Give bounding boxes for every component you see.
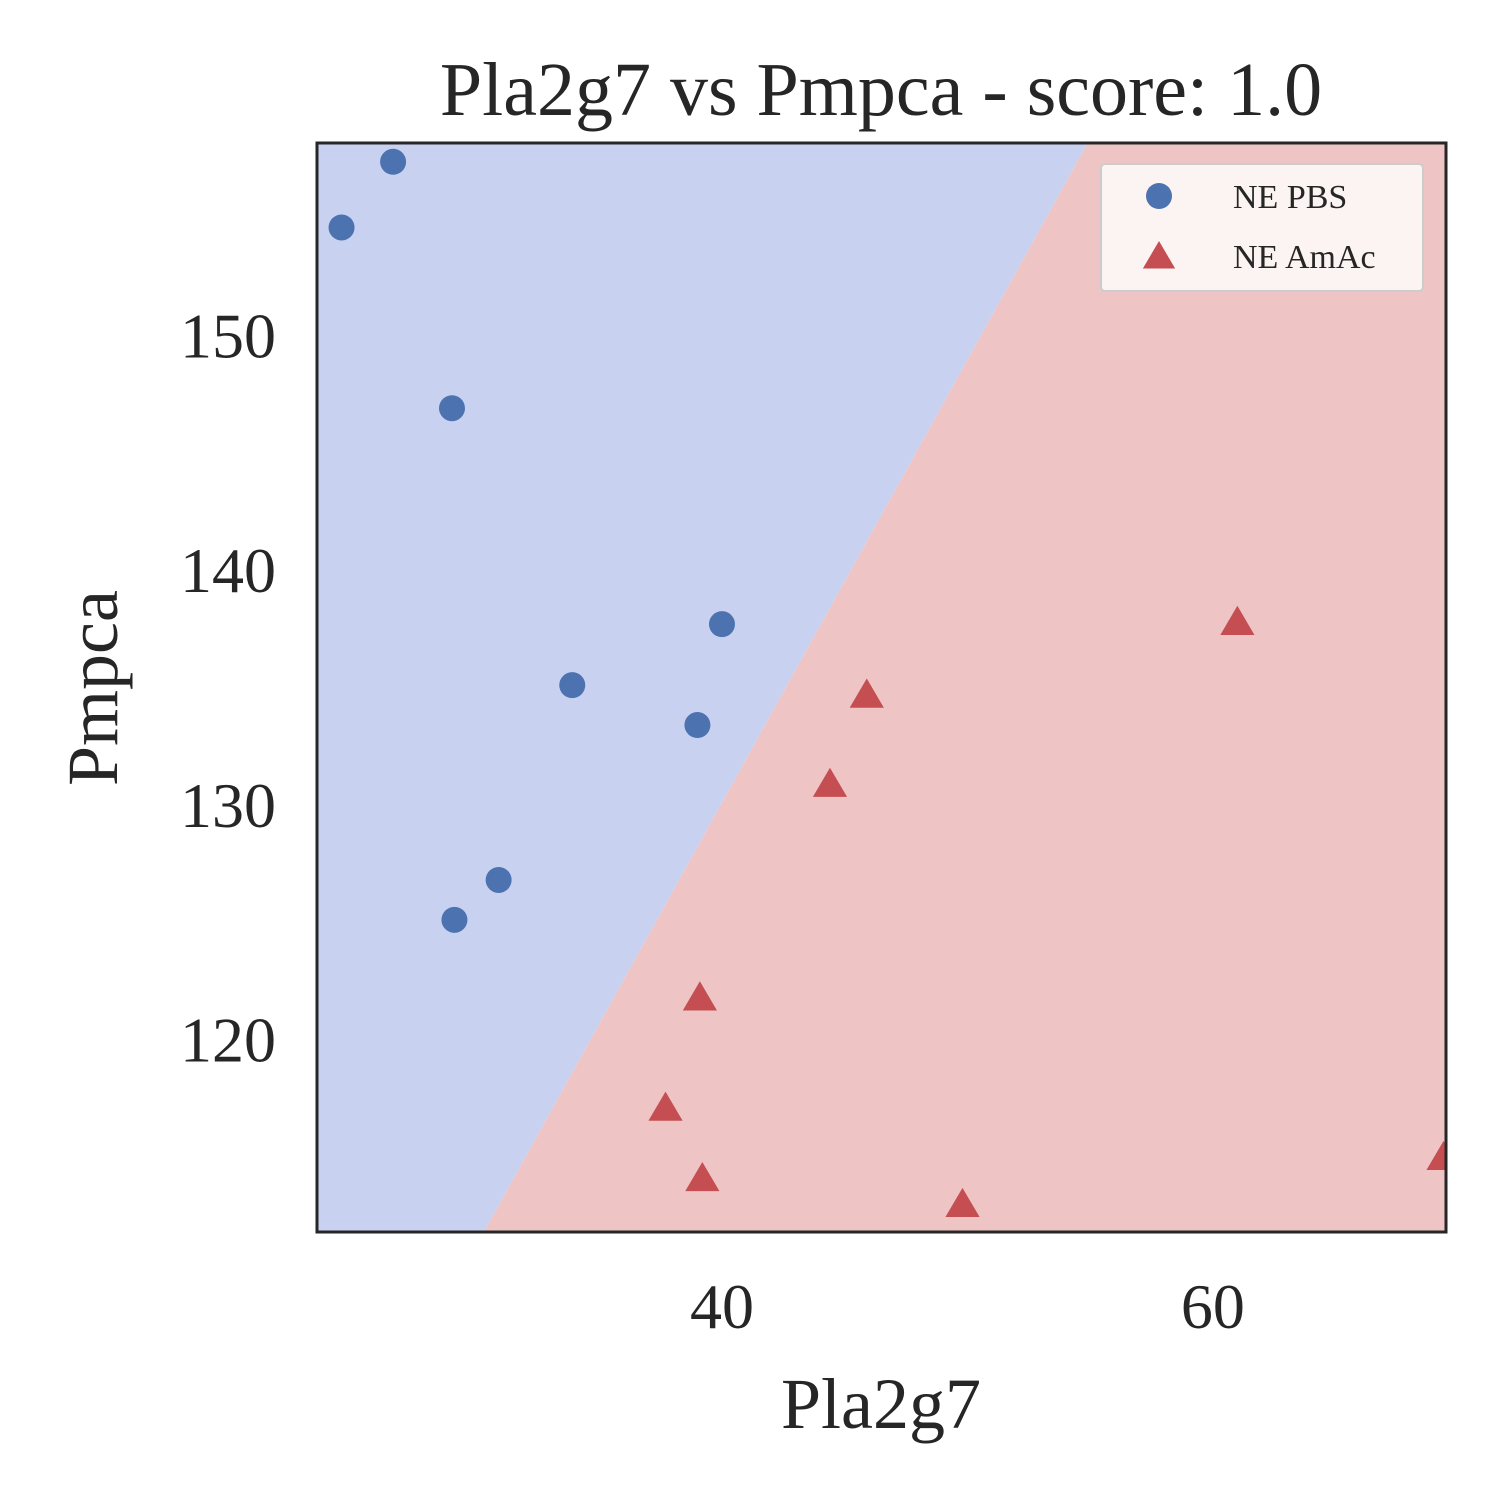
point-ne-amac (682, 981, 717, 1011)
x-tick-label: 60 (1181, 1271, 1245, 1342)
point-ne-pbs (438, 395, 465, 422)
point-ne-amac (648, 1091, 683, 1121)
legend-marker-ne-amac (1142, 241, 1176, 269)
point-ne-amac (849, 678, 884, 708)
point-ne-pbs (441, 906, 468, 933)
region-ne-amac (483, 143, 1446, 1232)
legend: NE PBS NE AmAc (1100, 163, 1424, 292)
legend-box (1100, 163, 1424, 292)
point-ne-pbs (559, 672, 586, 699)
point-ne-pbs (708, 611, 735, 638)
y-axis-label: Pmpca (53, 590, 133, 786)
legend-label: NE PBS (1233, 179, 1347, 216)
point-ne-pbs (684, 712, 711, 739)
point-ne-amac (1220, 605, 1255, 635)
point-ne-pbs (380, 148, 407, 175)
y-tick-label: 140 (180, 535, 276, 606)
point-ne-pbs (328, 214, 355, 241)
point-ne-amac (945, 1187, 980, 1217)
plot-frame (315, 141, 1448, 1234)
y-tick-label: 150 (180, 300, 276, 371)
point-ne-amac (685, 1162, 720, 1192)
point-ne-pbs (485, 866, 512, 893)
y-tick-label: 130 (180, 770, 276, 841)
chart-title: Pla2g7 vs Pmpca - score: 1.0 (440, 48, 1322, 132)
legend-label: NE AmAc (1233, 239, 1376, 276)
region-ne-pbs (317, 143, 1088, 1232)
x-tick-label: 40 (690, 1271, 754, 1342)
x-axis-label: Pla2g7 (781, 1364, 981, 1444)
y-tick-label: 120 (180, 1005, 276, 1076)
point-ne-amac (812, 767, 848, 797)
point-ne-amac (1426, 1140, 1446, 1171)
legend-marker-ne-pbs (1146, 183, 1172, 209)
